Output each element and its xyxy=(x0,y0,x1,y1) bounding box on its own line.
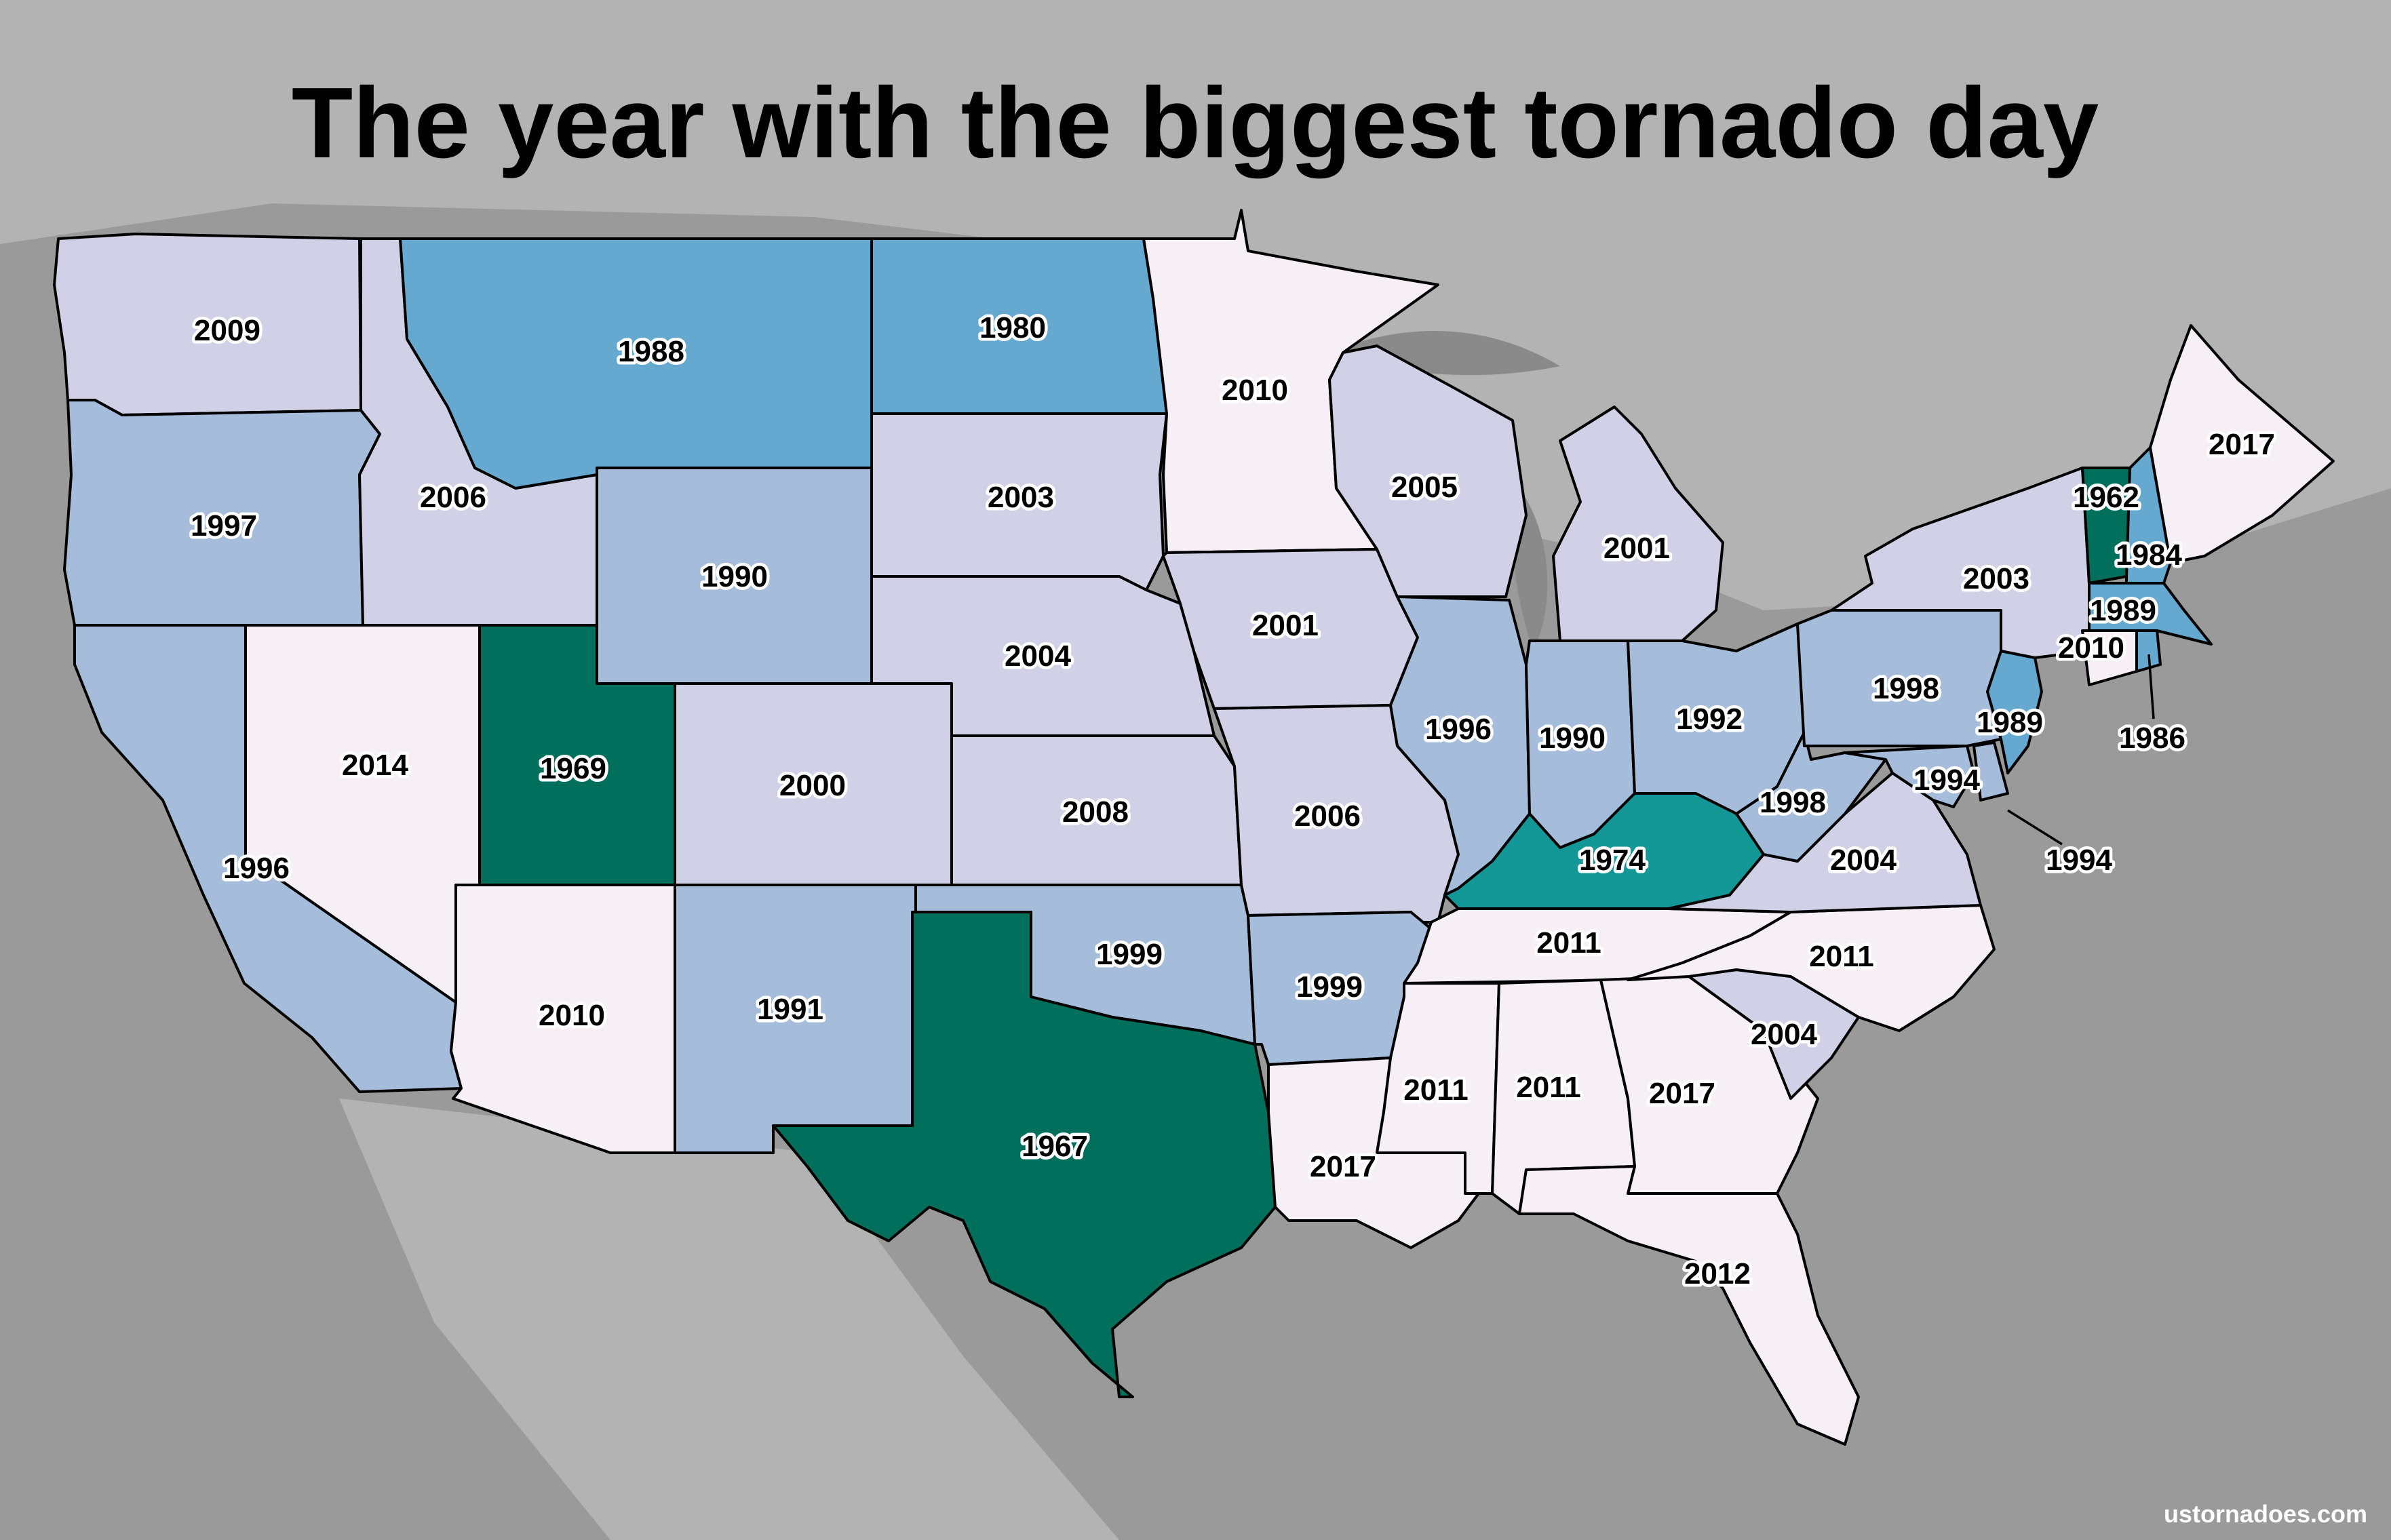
state-DE xyxy=(1972,741,2009,802)
label-WV: 1998 xyxy=(1760,786,1826,819)
label-ME: 2017 xyxy=(2209,428,2275,461)
label-GA: 2017 xyxy=(1649,1077,1715,1110)
label-SC: 2004 xyxy=(1751,1018,1817,1051)
label-NM: 1991 xyxy=(757,993,823,1026)
label-WA: 2009 xyxy=(194,314,260,347)
label-AL: 2011 xyxy=(1516,1071,1580,1104)
label-MA: 1989 xyxy=(2090,594,2156,627)
state-NC xyxy=(1627,904,1996,1032)
leader-line-RI xyxy=(2147,654,2155,719)
state-WI xyxy=(1328,344,1528,598)
label-IL: 1996 xyxy=(1425,713,1492,746)
label-MS: 2011 xyxy=(1403,1073,1468,1107)
label-CA: 1996 xyxy=(223,852,290,885)
label-VT: 1962 xyxy=(2073,481,2139,514)
state-MD xyxy=(1844,745,1975,808)
label-TX: 1967 xyxy=(1022,1130,1088,1163)
label-PA: 1998 xyxy=(1873,672,1939,705)
label-LA: 2017 xyxy=(1310,1150,1376,1183)
label-NJ: 1989 xyxy=(1977,706,2043,739)
label-MD: 1994 xyxy=(1913,764,1980,797)
label-RI: 1986 xyxy=(2119,722,2185,755)
state-TX xyxy=(772,911,1277,1398)
state-MI xyxy=(1552,406,1724,642)
label-NE: 2004 xyxy=(1005,639,1071,673)
label-NV: 2014 xyxy=(342,749,408,782)
label-ND: 1980 xyxy=(979,311,1046,344)
label-KY: 1974 xyxy=(1579,844,1646,877)
state-ME xyxy=(2149,324,2335,564)
label-CO: 2000 xyxy=(779,769,846,802)
label-KS: 2008 xyxy=(1062,795,1129,829)
label-IA: 2001 xyxy=(1252,609,1319,642)
label-AZ: 2010 xyxy=(539,999,605,1032)
map-title: The year with the biggest tornado day xyxy=(292,67,2099,179)
label-WI: 2005 xyxy=(1391,471,1458,504)
label-SD: 2003 xyxy=(988,481,1054,514)
label-AR: 1999 xyxy=(1296,970,1363,1004)
state-NE xyxy=(870,575,1216,737)
label-NC: 2011 xyxy=(1809,940,1873,973)
canada-landmass xyxy=(0,0,2391,610)
label-DE: 1994 xyxy=(2046,844,2112,877)
label-CT: 2010 xyxy=(2058,631,2124,665)
label-TN: 2011 xyxy=(1536,926,1601,960)
state-NJ xyxy=(1986,650,2043,774)
label-MI: 2001 xyxy=(1603,532,1670,565)
label-OH: 1992 xyxy=(1676,703,1743,736)
leader-line-DE xyxy=(2007,809,2063,846)
label-WY: 1990 xyxy=(701,560,768,593)
label-OK: 1999 xyxy=(1096,938,1163,971)
label-IN: 1990 xyxy=(1539,722,1606,755)
source-credit: ustornadoes.com xyxy=(2164,1500,2367,1528)
label-MO: 2006 xyxy=(1294,799,1361,833)
label-FL: 2012 xyxy=(1684,1257,1751,1290)
label-NY: 2003 xyxy=(1963,562,2029,595)
label-UT: 1969 xyxy=(540,752,606,785)
label-MN: 2010 xyxy=(1222,374,1288,407)
state-RI xyxy=(2135,629,2162,673)
label-MT: 1988 xyxy=(618,335,684,368)
label-ID: 2006 xyxy=(420,481,486,514)
mexico-landmass xyxy=(339,1099,1119,1540)
label-VA: 2004 xyxy=(1830,844,1897,877)
label-NH: 1984 xyxy=(2116,538,2182,572)
label-OR: 1997 xyxy=(191,509,257,542)
state-FL xyxy=(1518,1165,1860,1446)
